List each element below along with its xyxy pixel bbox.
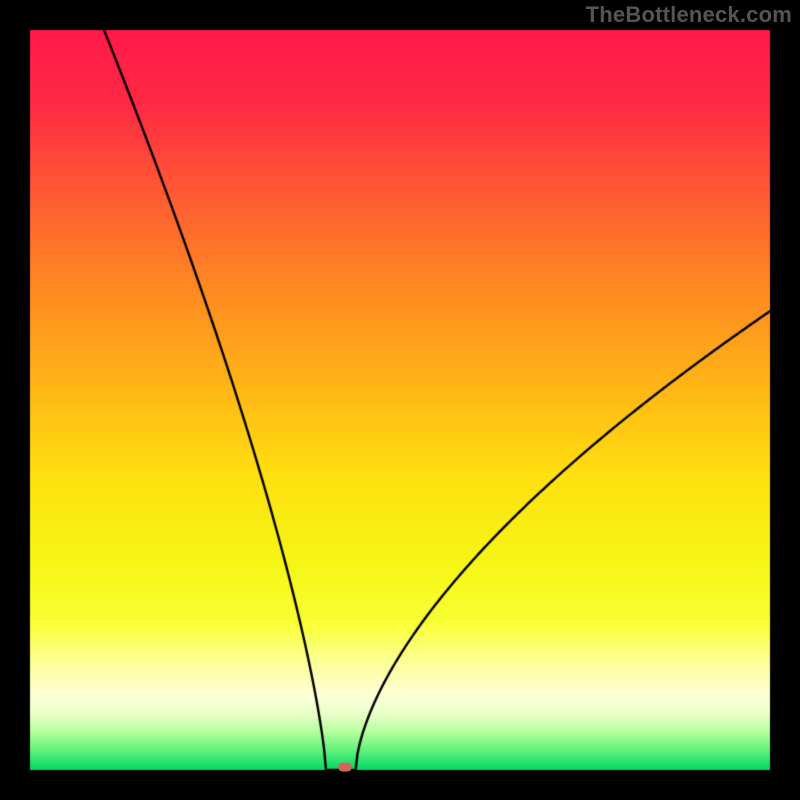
vertex-marker [338,762,352,771]
watermark-text: TheBottleneck.com [586,2,792,28]
chart-stage: TheBottleneck.com [0,0,800,800]
bottleneck-curve [0,0,800,800]
